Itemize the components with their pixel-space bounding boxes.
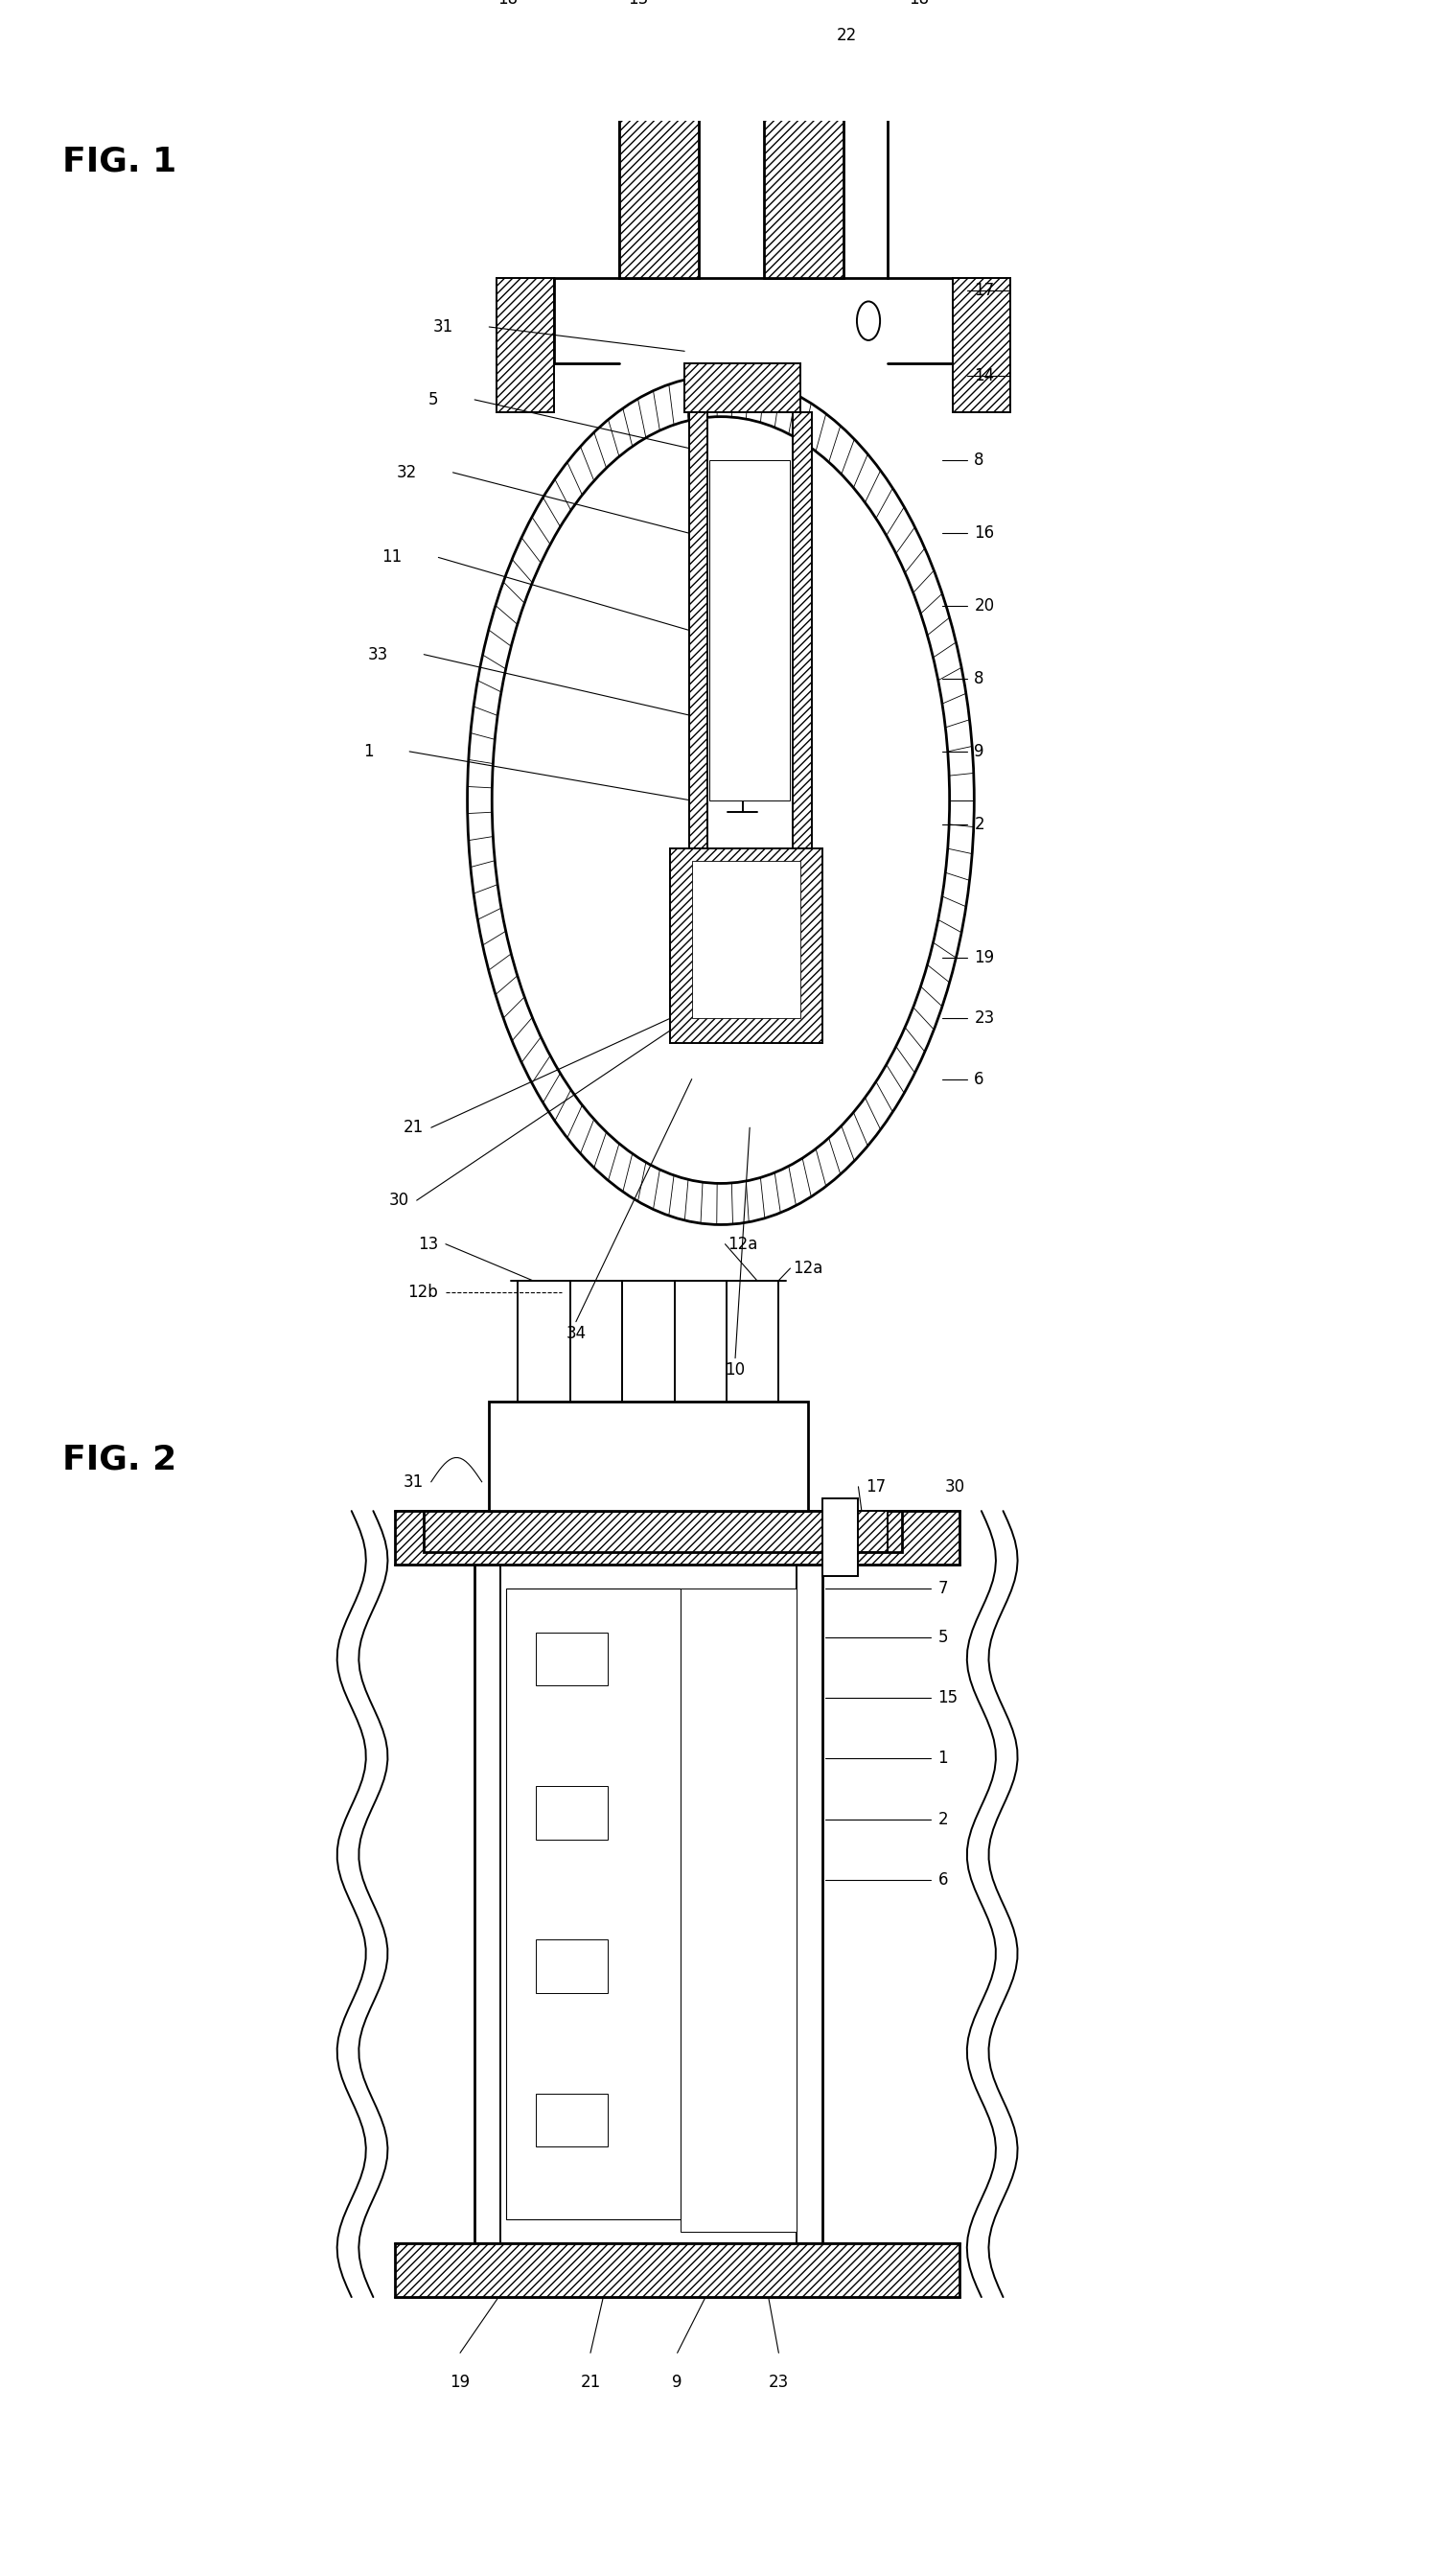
Text: 1: 1	[938, 1750, 948, 1768]
Text: 18: 18	[909, 0, 929, 8]
Bar	[395, 1510, 960, 1564]
Text: 16: 16	[974, 526, 994, 541]
Text: 30: 30	[945, 1477, 965, 1495]
Text: 5: 5	[938, 1628, 948, 1645]
Text: FIG. 1: FIG. 1	[63, 145, 176, 179]
Bar	[536, 1786, 607, 1839]
Text: FIG. 2: FIG. 2	[63, 1444, 176, 1474]
Circle shape	[858, 301, 879, 339]
Circle shape	[833, 41, 869, 102]
Bar	[709, 459, 791, 801]
Bar	[395, 2245, 960, 2296]
Bar	[684, 362, 801, 411]
Text: 14: 14	[974, 367, 994, 385]
Text: 12a: 12a	[794, 1260, 823, 1278]
Text: 21: 21	[403, 1120, 424, 1135]
Text: 23: 23	[974, 1010, 994, 1028]
Text: 12b: 12b	[408, 1283, 438, 1301]
Text: 8: 8	[974, 671, 984, 686]
Bar	[507, 1589, 680, 2219]
Text: 6: 6	[938, 1870, 948, 1888]
Text: 8: 8	[974, 452, 984, 469]
Text: 31: 31	[432, 319, 453, 337]
Text: 6: 6	[974, 1071, 984, 1087]
Bar	[859, 1510, 887, 1551]
Bar	[952, 278, 1010, 411]
Text: 7: 7	[938, 1579, 948, 1597]
Bar	[823, 1500, 859, 1577]
Bar	[794, 411, 812, 849]
Text: 32: 32	[396, 464, 416, 482]
Circle shape	[636, 41, 674, 102]
Text: 31: 31	[403, 1474, 424, 1490]
Text: 11: 11	[381, 548, 402, 566]
Text: 2: 2	[938, 1811, 948, 1827]
Bar	[689, 411, 708, 849]
Bar	[680, 1589, 796, 2232]
Text: 22: 22	[837, 28, 858, 43]
Text: 20: 20	[974, 597, 994, 615]
Bar	[764, 97, 844, 278]
Bar	[619, 97, 699, 278]
Bar	[536, 1939, 607, 1992]
Text: 17: 17	[974, 281, 994, 298]
Bar	[670, 849, 823, 1043]
Bar	[706, 48, 779, 97]
Text: 23: 23	[769, 2372, 789, 2390]
Text: 9: 9	[673, 2372, 683, 2390]
Bar	[536, 1633, 607, 1686]
Text: 34: 34	[566, 1324, 587, 1342]
Bar	[692, 860, 801, 1018]
Bar	[424, 1510, 901, 1551]
Text: 33: 33	[367, 645, 387, 663]
Text: 18: 18	[498, 0, 518, 8]
Text: 9: 9	[974, 742, 984, 760]
Text: 1: 1	[363, 742, 373, 760]
Text: 15: 15	[938, 1689, 958, 1707]
Text: 13: 13	[418, 1235, 438, 1253]
Text: 19: 19	[974, 949, 994, 967]
Bar	[536, 2094, 607, 2145]
Bar	[496, 278, 555, 411]
Text: 2: 2	[974, 816, 984, 834]
Text: 10: 10	[725, 1362, 745, 1380]
Text: 30: 30	[389, 1191, 409, 1209]
Bar	[489, 1400, 808, 1510]
Text: 5: 5	[428, 390, 438, 408]
Text: 12a: 12a	[728, 1235, 759, 1253]
Text: 19: 19	[450, 2372, 470, 2390]
Text: 21: 21	[581, 2372, 601, 2390]
Text: 17: 17	[865, 1477, 885, 1495]
Text: 13: 13	[628, 0, 648, 8]
